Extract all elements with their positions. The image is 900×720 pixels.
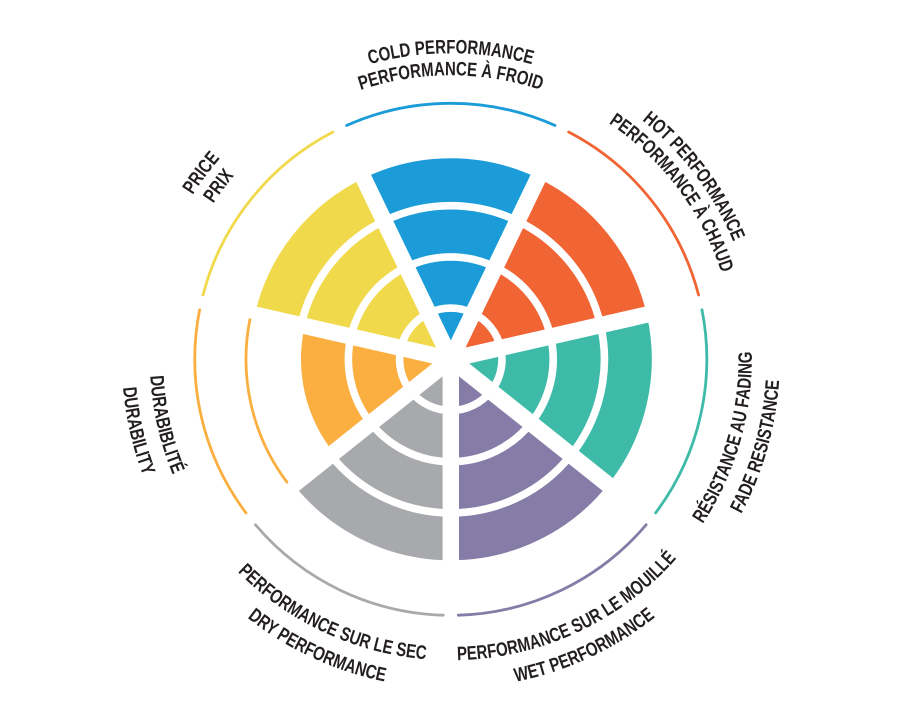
ring-line-price-4	[247, 171, 364, 315]
ring-line-hot-performance-2	[493, 263, 555, 338]
ring-line-wet-performance-4	[450, 484, 614, 568]
ring-line-hot-performance-3	[515, 217, 605, 326]
ring-line-fade-resistance-4	[607, 312, 660, 490]
ring-line-wet-performance-1	[450, 388, 494, 415]
ring-line-hot-performance-1	[471, 309, 505, 349]
ring-line-hot-performance-4	[538, 171, 655, 315]
ring-line-fade-resistance-1	[487, 347, 506, 394]
wheel-sectors	[253, 154, 656, 564]
unfilled-ring-arc-price-5	[201, 130, 335, 297]
ring-line-cold-performance-1	[426, 304, 475, 317]
ring-line-cold-performance-3	[382, 201, 520, 225]
unfilled-ring-arc-durability-4	[244, 318, 289, 484]
unfilled-ring-arc-durability-5	[193, 308, 248, 515]
ring-line-dry-performance-1	[407, 388, 451, 415]
ring-line-wet-performance-3	[450, 452, 574, 517]
wheel-unfilled-ring-arcs	[193, 101, 709, 617]
ring-line-dry-performance-4	[287, 484, 451, 568]
ring-line-durability-3	[293, 324, 334, 458]
sector-fade-resistance	[469, 321, 656, 481]
unfilled-ring-arc-fade-resistance-5	[654, 308, 709, 515]
ring-line-fade-resistance-3	[567, 324, 609, 458]
label-hot-performance-en: HOT PERFORMANCE	[639, 107, 749, 244]
ring-line-durability-1	[395, 347, 414, 394]
ring-line-dry-performance-3	[327, 452, 451, 517]
ring-line-cold-performance-2	[404, 253, 497, 271]
sector-dry-performance	[295, 376, 443, 564]
ring-line-wet-performance-2	[450, 420, 534, 466]
unfilled-ring-arc-cold-performance-5	[345, 101, 557, 127]
sector-cold-performance	[369, 154, 533, 341]
unfilled-ring-arc-wet-performance-5	[456, 523, 648, 617]
ring-line-cold-performance-4	[360, 150, 542, 179]
ring-line-price-1	[397, 309, 431, 349]
sector-wet-performance	[459, 376, 606, 564]
sector-price	[253, 178, 437, 348]
ring-line-durability-2	[344, 335, 374, 426]
ring-line-fade-resistance-2	[527, 335, 557, 426]
ring-line-price-3	[297, 217, 386, 326]
wheel-ring-grid	[247, 150, 660, 568]
ring-line-dry-performance-2	[367, 420, 451, 466]
sector-hot-performance	[465, 178, 649, 348]
unfilled-ring-arc-dry-performance-5	[254, 523, 445, 617]
unfilled-ring-arc-hot-performance-5	[567, 130, 700, 297]
ring-line-price-2	[347, 263, 409, 338]
